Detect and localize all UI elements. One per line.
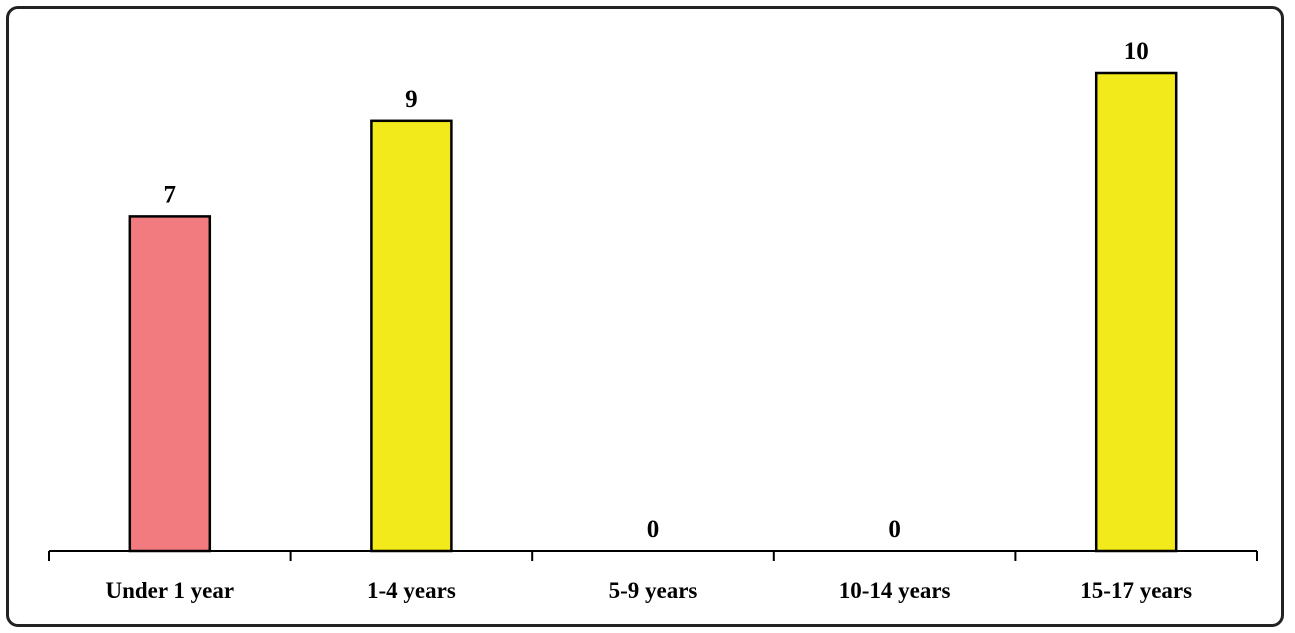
chart-frame <box>6 6 1284 627</box>
data-label-2: 0 <box>647 516 660 543</box>
data-label-3: 0 <box>888 516 901 543</box>
bar-1 <box>370 119 453 553</box>
x-tick-label-1: 1-4 years <box>367 578 456 603</box>
data-labels-group: 7 9 0 0 10 <box>164 38 1149 543</box>
data-label-0: 7 <box>164 181 177 208</box>
x-tick-label-3: 10-14 years <box>839 578 951 603</box>
bar-0 <box>128 215 212 553</box>
x-axis <box>48 550 1258 561</box>
bars-group <box>128 71 1178 553</box>
x-tick-label-2: 5-9 years <box>609 578 698 603</box>
bar-4 <box>1094 71 1178 553</box>
tick-labels-group: Under 1 year 1-4 years 5-9 years 10-14 year… <box>105 578 1192 603</box>
x-tick-label-4: 15-17 years <box>1080 578 1192 603</box>
x-tick-label-0: Under 1 year <box>105 578 234 603</box>
data-label-4: 10 <box>1124 38 1149 65</box>
data-label-1: 9 <box>405 86 418 113</box>
